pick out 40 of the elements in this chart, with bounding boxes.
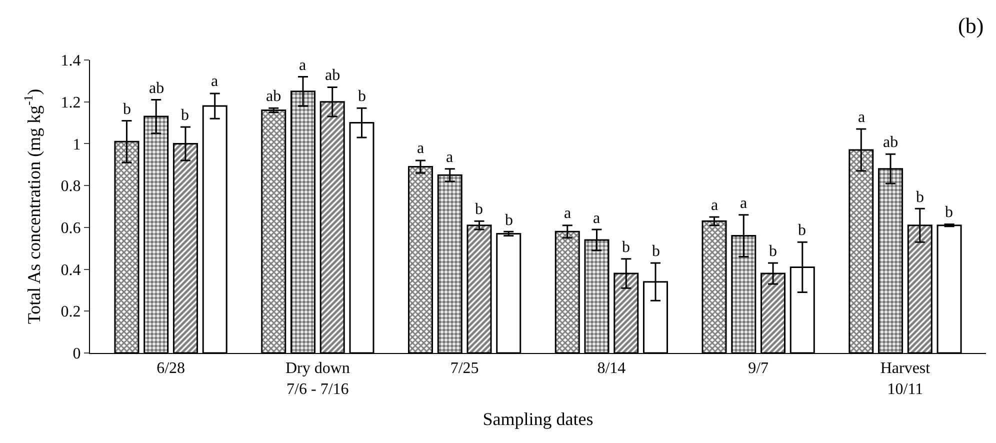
x-tick-label: 7/25	[450, 360, 479, 378]
data-label: a	[740, 195, 748, 212]
y-tick-label: 0.6	[60, 220, 81, 238]
data-label: b	[769, 243, 777, 260]
data-label: b	[475, 201, 483, 218]
y-tick-label: 1.2	[60, 94, 81, 112]
data-label: b	[358, 88, 366, 105]
data-label: b	[945, 204, 953, 221]
y-tick-label: 1	[72, 136, 81, 154]
data-label: a	[593, 210, 600, 227]
text: (b)	[958, 13, 984, 38]
data-label: b	[916, 189, 924, 206]
data-label: a	[417, 140, 424, 157]
x-tick-label: 8/14	[597, 360, 626, 378]
data-label: a	[446, 149, 454, 166]
x-tick-label: 9/7	[748, 360, 769, 378]
x-tick-label: Harvest 10/11	[880, 360, 931, 398]
y-tick-label: 0.8	[60, 178, 81, 196]
data-label: b	[798, 222, 806, 239]
y-tick-label: 0.2	[60, 304, 81, 321]
data-label: b	[505, 212, 513, 229]
y-tick-label: 0.4	[60, 262, 81, 279]
data-label: b	[123, 101, 131, 118]
data-label: a	[211, 73, 218, 90]
x-tick-label: Dry down 7/6 - 7/16	[285, 360, 350, 398]
data-label: a	[711, 197, 718, 214]
y-tick-label: 1.4	[60, 52, 81, 70]
data-label: ab	[325, 67, 340, 84]
data-label: ab	[883, 134, 898, 151]
data-label: a	[299, 57, 306, 74]
x-axis-title: Sampling dates	[482, 409, 594, 430]
data-label: ab	[149, 80, 164, 97]
data-label: a	[858, 109, 866, 126]
data-label: b	[622, 239, 630, 256]
data-label: a	[564, 205, 572, 222]
data-label: b	[652, 243, 660, 260]
data-label: ab	[266, 88, 282, 105]
data-label: b	[181, 107, 189, 124]
y-tick-label: 0	[72, 346, 81, 363]
x-tick-label: 6/28	[156, 360, 186, 378]
